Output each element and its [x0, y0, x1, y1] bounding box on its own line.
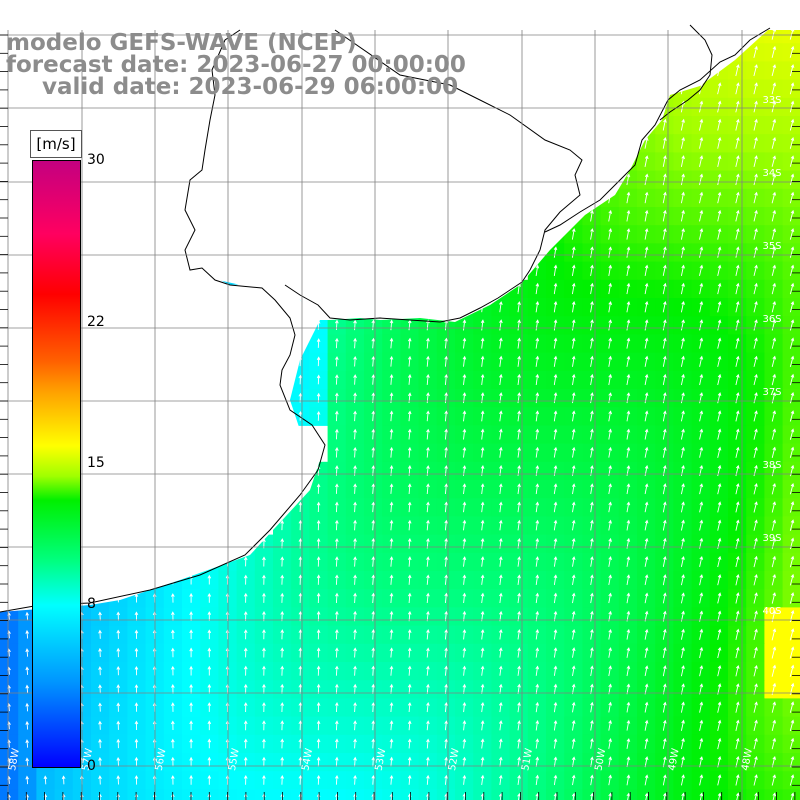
longitude-labels: 58W 57W 56W 55W 54W 53W 52W 51W 50W 49W 48W [7, 747, 755, 771]
colorbar-tick-label: 22 [87, 313, 105, 330]
latitude-label: 36S [762, 314, 781, 325]
longitude-label: 55W [227, 747, 242, 771]
colorbar-tick-label: 8 [87, 596, 96, 613]
colorbar-tick-label: 15 [87, 455, 105, 471]
longitude-label: 58W [7, 747, 22, 771]
latitude-label: 35S [762, 241, 781, 252]
longitude-label: 50W [594, 747, 609, 771]
colorbar-unit-label: [m/s] [30, 130, 82, 158]
longitude-label: 52W [447, 747, 462, 771]
longitude-label: 57W [80, 747, 95, 771]
lat-lon-grid [0, 30, 800, 800]
longitude-label: 54W [300, 747, 315, 771]
latitude-label: 40S [762, 606, 781, 617]
longitude-label: 49W [667, 747, 682, 771]
longitude-label: 48W [740, 747, 755, 771]
latitude-label: 39S [762, 533, 781, 544]
wind-direction-arrows [7, 27, 795, 800]
title-forecast-date: forecast date: 2023-06-27 00:00:00 [6, 52, 466, 78]
longitude-label: 51W [520, 747, 535, 771]
latitude-labels: 33S 34S 35S 36S 37S 38S 39S 40S [762, 95, 781, 617]
land-mass [0, 0, 800, 600]
colorbar-tick-label: 0 [87, 758, 96, 774]
latitude-label: 34S [762, 168, 781, 179]
title-valid-date: valid date: 2023-06-29 06:00:00 [42, 74, 459, 100]
coastline [0, 24, 771, 613]
latitude-label: 33S [762, 95, 781, 106]
colorbar-tick-label: 30 [87, 152, 105, 168]
longitude-label: 53W [374, 747, 389, 771]
title-model: modelo GEFS-WAVE (NCEP) [6, 30, 357, 56]
latitude-label: 37S [762, 387, 781, 398]
latitude-label: 38S [762, 460, 781, 471]
colorbar [32, 160, 81, 768]
longitude-label: 56W [154, 747, 169, 771]
